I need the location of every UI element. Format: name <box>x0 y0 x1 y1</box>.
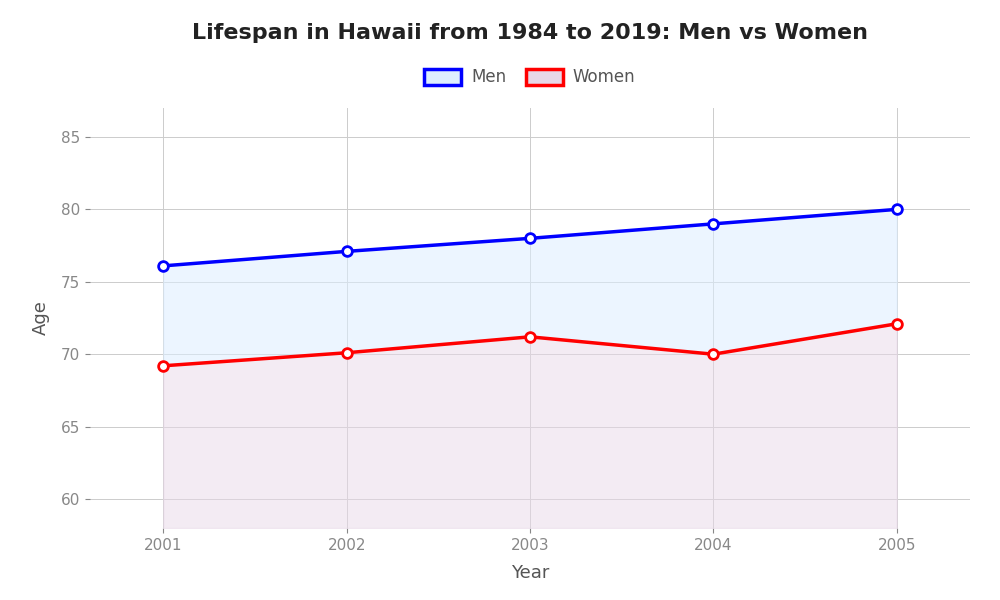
X-axis label: Year: Year <box>511 564 549 582</box>
Y-axis label: Age: Age <box>32 301 50 335</box>
Title: Lifespan in Hawaii from 1984 to 2019: Men vs Women: Lifespan in Hawaii from 1984 to 2019: Me… <box>192 23 868 43</box>
Legend: Men, Women: Men, Women <box>418 62 642 93</box>
